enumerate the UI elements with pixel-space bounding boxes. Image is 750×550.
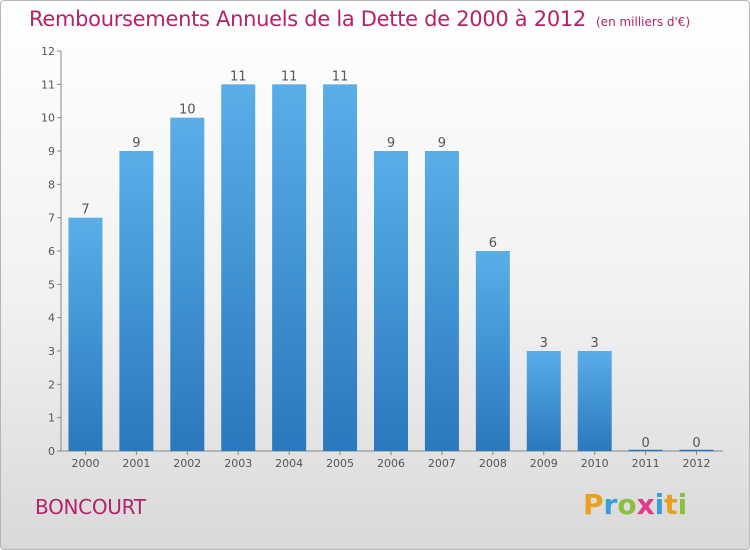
bar bbox=[272, 84, 307, 451]
logo-letter: i bbox=[654, 488, 665, 521]
data-label: 11 bbox=[230, 69, 247, 84]
data-label: 11 bbox=[281, 69, 298, 84]
bar bbox=[119, 151, 154, 451]
x-tick-label: 2001 bbox=[122, 457, 150, 470]
x-tick-label: 2000 bbox=[71, 457, 99, 470]
x-tick-label: 2012 bbox=[683, 457, 711, 470]
bar bbox=[424, 151, 459, 451]
logo-letter: r bbox=[603, 488, 618, 521]
y-tick-label: 0 bbox=[48, 445, 55, 458]
logo-letter: o bbox=[617, 488, 637, 521]
y-tick-label: 11 bbox=[41, 78, 55, 91]
y-tick-label: 6 bbox=[48, 245, 55, 258]
x-tick-label: 2009 bbox=[530, 457, 558, 470]
logo-letter: t bbox=[664, 488, 678, 521]
data-label: 6 bbox=[489, 236, 497, 251]
y-tick-label: 7 bbox=[48, 212, 55, 225]
logo-letter: x bbox=[636, 488, 655, 521]
x-tick-label: 2010 bbox=[581, 457, 609, 470]
y-tick-label: 4 bbox=[48, 312, 55, 325]
y-tick-label: 12 bbox=[41, 45, 55, 58]
x-axis: 2000 2001 2002 2003 2004 2005 2006 2007 2008 2009… bbox=[61, 450, 723, 470]
x-tick-label: 2004 bbox=[275, 457, 303, 470]
bar bbox=[526, 351, 561, 451]
chart-title-unit: (en milliers d'€) bbox=[596, 15, 691, 29]
y-tick-label: 10 bbox=[41, 112, 55, 125]
bar bbox=[577, 351, 612, 451]
x-tick-label: 2003 bbox=[224, 457, 252, 470]
y-tick-label: 3 bbox=[48, 345, 55, 358]
bar bbox=[475, 251, 510, 451]
data-label: 9 bbox=[438, 136, 446, 151]
data-label: 10 bbox=[179, 103, 196, 118]
chart-title-main: Remboursements Annuels de la Dette de 20… bbox=[29, 7, 586, 31]
y-tick-label: 2 bbox=[48, 378, 55, 391]
y-tick-label: 9 bbox=[48, 145, 55, 158]
bar bbox=[374, 151, 408, 451]
data-label: 9 bbox=[387, 136, 395, 151]
x-tick-label: 2005 bbox=[326, 457, 354, 470]
logo-letter: i bbox=[677, 488, 688, 521]
x-tick-label: 2011 bbox=[632, 457, 660, 470]
y-tick-label: 8 bbox=[48, 178, 55, 191]
data-label: 7 bbox=[81, 203, 89, 218]
bar bbox=[170, 117, 205, 452]
data-label: 11 bbox=[332, 69, 349, 84]
data-label: 0 bbox=[641, 436, 649, 451]
data-label: 3 bbox=[540, 336, 548, 351]
bar bbox=[68, 217, 103, 451]
proxiti-logo: Proxiti bbox=[583, 488, 687, 521]
x-tick-label: 2002 bbox=[173, 457, 201, 470]
commune-name: BONCOURT bbox=[35, 495, 146, 519]
x-tick-label: 2008 bbox=[479, 457, 507, 470]
y-tick-label: 5 bbox=[48, 278, 55, 291]
logo-letter: P bbox=[583, 488, 604, 521]
bars: 7 9 10 11 11 11 9 9 6 3 3 0 0 bbox=[68, 69, 714, 452]
x-tick-label: 2006 bbox=[377, 457, 405, 470]
data-label: 9 bbox=[132, 136, 140, 151]
y-tick-label: 1 bbox=[48, 412, 55, 425]
chart-title: Remboursements Annuels de la Dette de 20… bbox=[29, 7, 690, 31]
bar bbox=[221, 84, 256, 451]
data-label: 0 bbox=[692, 436, 700, 451]
data-label: 3 bbox=[591, 336, 599, 351]
bar bbox=[323, 84, 358, 451]
x-tick-label: 2007 bbox=[428, 457, 456, 470]
